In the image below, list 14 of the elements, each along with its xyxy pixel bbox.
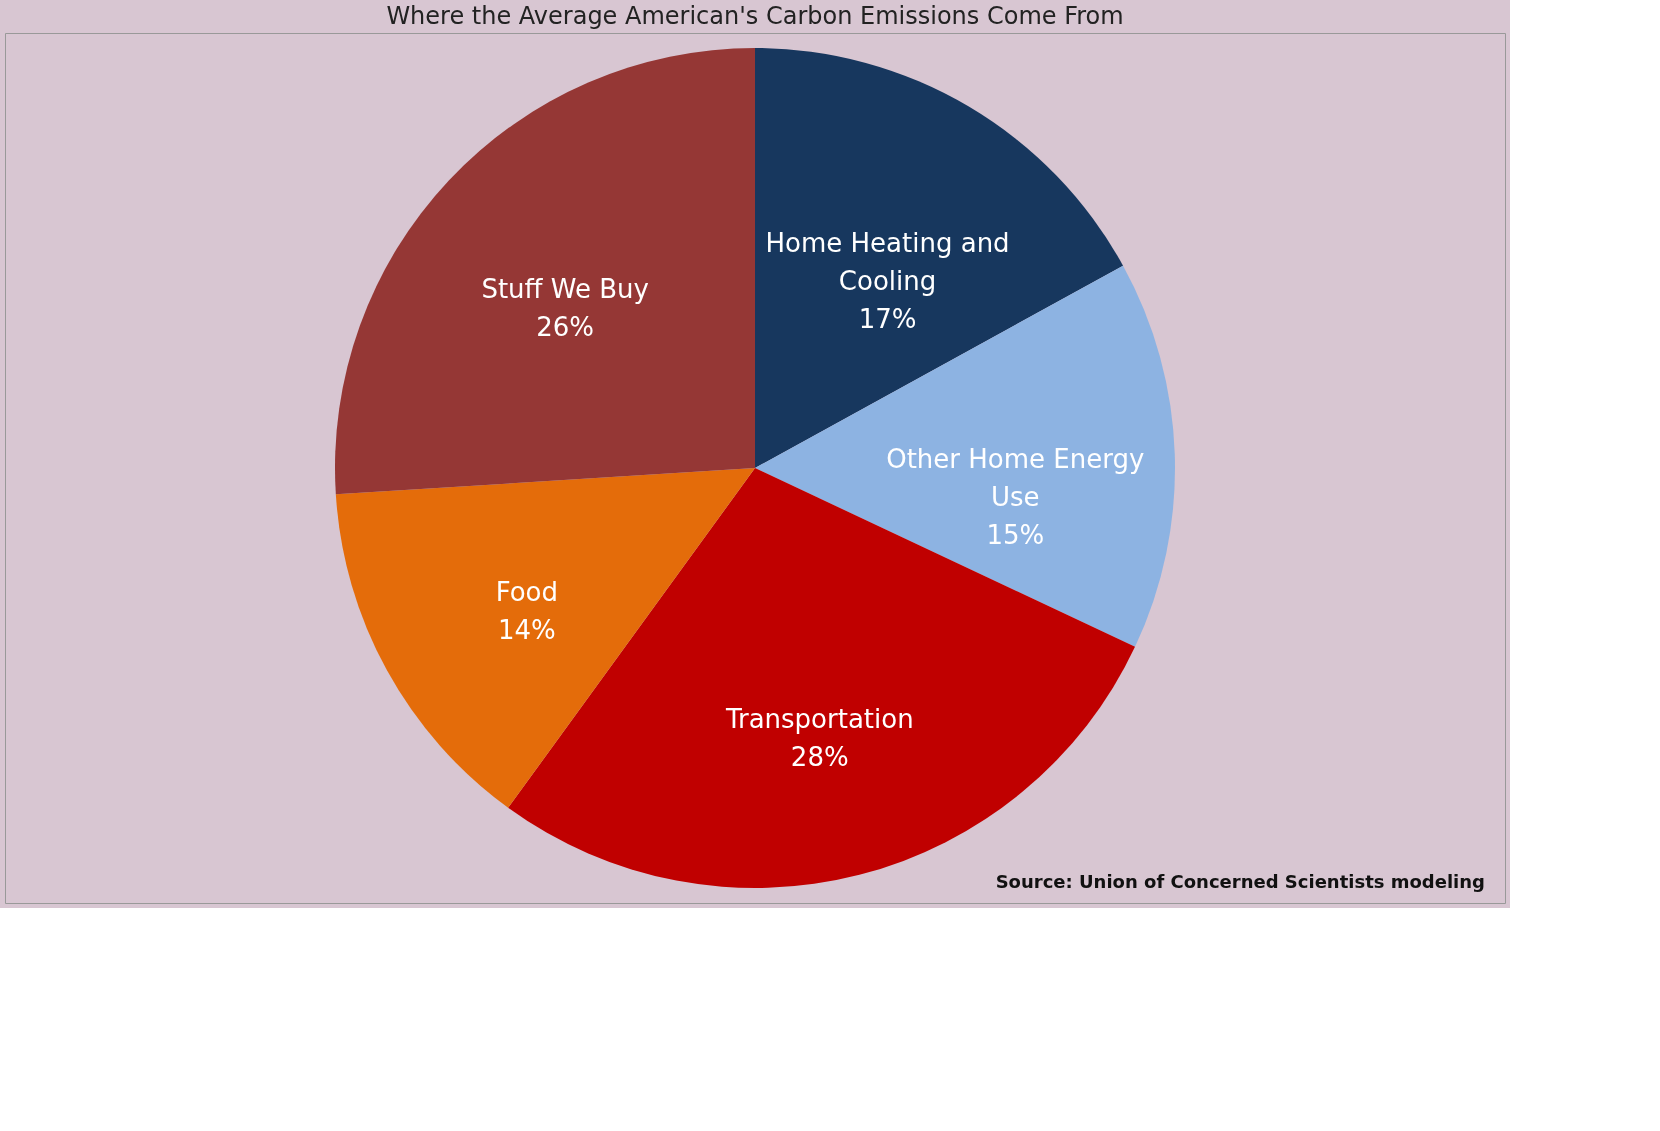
data-label: 26% <box>536 311 595 342</box>
pie-slice <box>755 265 1175 647</box>
source-note: Source: Union of Concerned Scientists modeling <box>995 871 1485 892</box>
slice-label: Stuff We Buy <box>481 273 649 304</box>
pie-slice <box>335 48 755 495</box>
slice-label: Home Heating and Cooling <box>765 227 1010 296</box>
data-label: 17% <box>858 303 917 334</box>
data-label: 14% <box>497 615 556 646</box>
slice-label: Other Home Energy Use <box>886 443 1145 512</box>
slice-label: Transportation <box>724 704 914 735</box>
chart-title: Where the Average American's Carbon Emissions Come From <box>386 2 1124 30</box>
slice-label: Food <box>495 577 558 608</box>
data-label: 15% <box>986 519 1045 550</box>
data-label: 28% <box>790 742 849 773</box>
